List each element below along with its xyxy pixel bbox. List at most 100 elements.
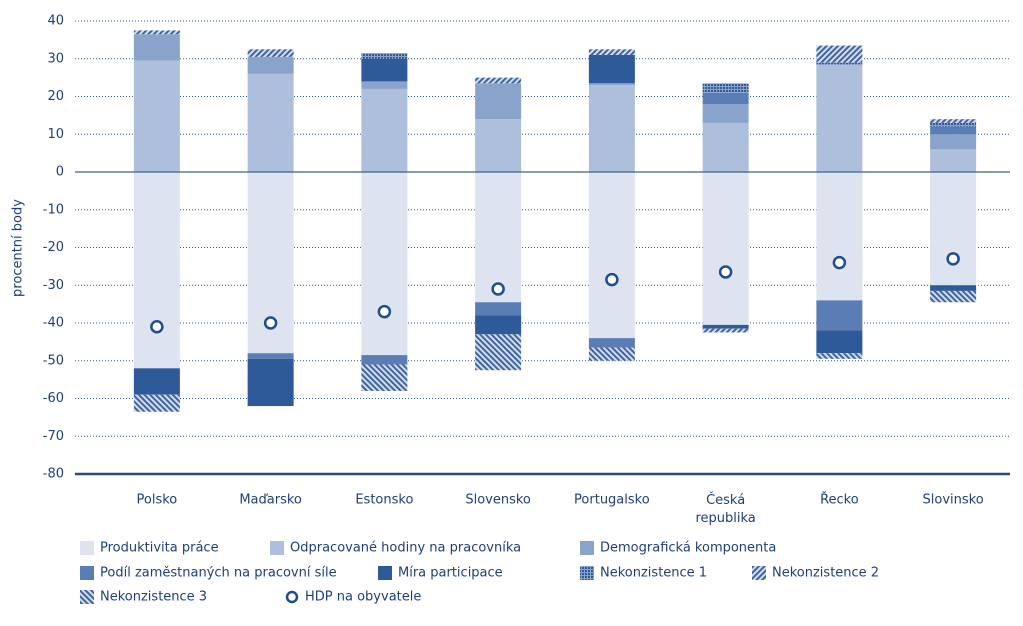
- legend-swatch: [270, 541, 284, 555]
- bar-segment: [930, 126, 977, 135]
- bar-segment: [816, 172, 863, 301]
- bar-segment: [588, 83, 635, 86]
- bar-segment: [475, 172, 522, 303]
- bar-segment: [247, 353, 294, 359]
- legend-swatch: [80, 590, 94, 604]
- x-tick-label: Polsko: [137, 493, 178, 508]
- legend-marker: [285, 590, 299, 604]
- bar-segment: [361, 88, 408, 172]
- bar-segment: [588, 347, 635, 361]
- bar-segment: [588, 172, 635, 339]
- bar-segment: [930, 149, 977, 172]
- legend-label: Nekonzistence 1: [600, 566, 707, 581]
- bar-segment: [361, 355, 408, 365]
- legend-swatch: [378, 566, 392, 580]
- x-tick-label: Slovensko: [465, 493, 531, 508]
- bar-segment: [930, 290, 977, 303]
- bar-segment: [702, 122, 749, 172]
- legend-label: Demografická komponenta: [600, 541, 776, 556]
- x-tick-label: Česká republika: [695, 492, 755, 526]
- bar-segment: [816, 64, 863, 172]
- legend-label: Produktivita práce: [100, 541, 219, 556]
- bar-segment: [475, 302, 522, 316]
- bar-segment: [930, 134, 977, 150]
- y-tick-label: -10: [43, 202, 64, 217]
- bar-segment: [930, 172, 977, 286]
- y-tick-label: 30: [47, 51, 64, 66]
- legend-label: Odpracované hodiny na pracovníka: [290, 541, 521, 556]
- bar-segment: [816, 330, 863, 354]
- marker: [946, 252, 960, 266]
- marker: [263, 316, 278, 330]
- legend-label: Nekonzistence 3: [100, 590, 207, 605]
- y-tick-label: -40: [43, 316, 64, 331]
- bar-segment: [247, 73, 294, 172]
- bar-segment: [816, 300, 863, 331]
- bar-segment: [930, 285, 977, 291]
- bar-segment: [475, 83, 522, 120]
- bar-segment: [247, 49, 294, 57]
- bar-segment: [475, 77, 522, 84]
- bar-segment: [930, 119, 977, 123]
- bar-segment: [702, 324, 749, 329]
- bar-segment: [588, 338, 635, 348]
- y-tick-label: 0: [56, 165, 64, 180]
- bar-segment: [133, 34, 180, 61]
- bar-segment: [361, 172, 408, 356]
- marker: [605, 272, 619, 287]
- y-tick-label: -20: [43, 240, 64, 255]
- bar-segment: [133, 394, 180, 412]
- bar-segment: [475, 119, 522, 172]
- x-tick-label: Estonsko: [355, 493, 413, 508]
- bar-segment: [702, 92, 749, 105]
- legend-label: Nekonzistence 2: [772, 566, 879, 581]
- y-tick-label: 10: [47, 127, 64, 142]
- bar-segment: [588, 85, 635, 172]
- bar-segment: [247, 358, 294, 407]
- bar-segment: [702, 328, 749, 333]
- bar-segment: [816, 62, 863, 65]
- y-tick-label: 20: [47, 89, 64, 104]
- bar-segment: [816, 45, 863, 63]
- bar-segment: [133, 30, 180, 35]
- x-tick-label: Řecko: [820, 492, 859, 508]
- bar-segment: [702, 83, 749, 93]
- marker: [718, 265, 733, 279]
- bar-segment: [475, 315, 522, 335]
- x-tick-label: Portugalsko: [574, 493, 650, 508]
- bar-segment: [133, 60, 180, 173]
- x-tick-label: Maďarsko: [239, 493, 302, 508]
- bar-segment: [133, 172, 180, 369]
- legend-label: Míra participace: [398, 566, 503, 581]
- y-axis-label: procentní body: [11, 199, 26, 297]
- bar-segment: [702, 172, 749, 325]
- legend-swatch: [80, 541, 94, 555]
- bar-segment: [588, 49, 635, 55]
- legend-label: HDP na obyvatele: [305, 590, 421, 605]
- bar-segment: [475, 334, 522, 371]
- y-tick-label: -80: [43, 467, 64, 482]
- y-tick-label: -50: [43, 353, 64, 368]
- bar-segment: [816, 353, 863, 359]
- bar-segment: [361, 58, 408, 82]
- marker: [832, 255, 847, 270]
- bar-segment: [247, 56, 294, 74]
- legend-swatch: [752, 566, 766, 580]
- marker: [491, 282, 505, 296]
- legend-swatch: [580, 541, 594, 555]
- x-tick-label: Slovinsko: [923, 493, 984, 508]
- bar-segment: [588, 54, 635, 84]
- bar-segment: [930, 122, 977, 127]
- bar-segment: [361, 53, 408, 59]
- legend-swatch: [580, 566, 594, 580]
- bar-segment: [702, 104, 749, 123]
- y-tick-label: -60: [43, 391, 64, 406]
- bar-segment: [361, 364, 408, 391]
- legend-swatch: [80, 566, 94, 580]
- y-tick-label: 40: [47, 14, 64, 29]
- bar-segment: [133, 368, 180, 395]
- marker: [377, 304, 392, 319]
- marker: [150, 320, 164, 334]
